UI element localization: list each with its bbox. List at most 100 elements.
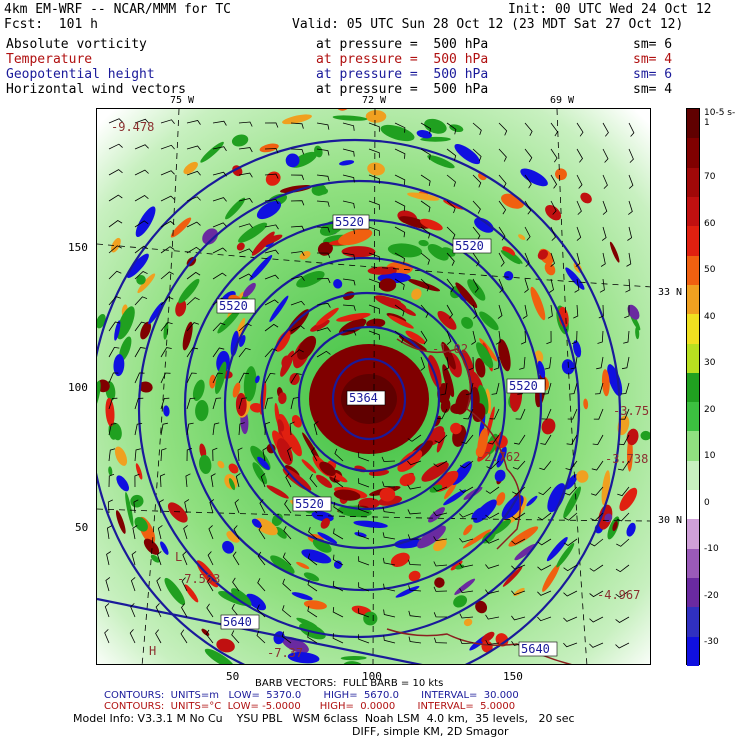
colorbar-label: 0 [704, 497, 710, 508]
wind-barb [433, 612, 448, 618]
wind-barb [358, 504, 370, 514]
vorticity-blob [496, 446, 507, 468]
wind-barb [290, 200, 305, 206]
vorticity-blob [285, 153, 300, 168]
vorticity-blob [481, 640, 493, 653]
colorbar-segment [687, 431, 699, 462]
height-contour [223, 256, 507, 550]
wind-barb [537, 538, 552, 546]
vorticity-blob [619, 487, 638, 512]
height-label: 5640 [521, 642, 550, 656]
vorticity-blob [118, 336, 132, 362]
vorticity-blob [450, 403, 464, 415]
field-smoothing: sm= 6 [633, 37, 673, 52]
colorbar-label: 10 [704, 451, 716, 461]
grid-line [372, 109, 376, 664]
wind-barb [157, 525, 163, 540]
wind-barb [358, 452, 370, 462]
contour-label-box [518, 641, 558, 657]
wind-barb [290, 174, 305, 181]
wind-barb [289, 421, 295, 436]
vorticity-blob [363, 611, 378, 626]
wind-barb [186, 422, 194, 436]
wind-barb [615, 590, 630, 598]
colorbar-segment [687, 167, 699, 198]
vorticity-blob [434, 577, 445, 588]
vorticity-blob [114, 446, 128, 466]
wind-barb [134, 118, 149, 124]
vorticity-blob [217, 308, 241, 334]
wind-barb [264, 323, 279, 332]
wind-barb [358, 530, 370, 540]
wind-barb [159, 473, 166, 488]
vorticity-blob [537, 360, 546, 379]
vorticity-blob [134, 516, 148, 532]
field-name: Absolute vorticity [6, 37, 147, 52]
vorticity-blob [317, 532, 338, 544]
wind-barb [368, 252, 380, 262]
wind-barb [616, 538, 630, 547]
colorbar-segment [687, 607, 699, 638]
vorticity-blob [547, 483, 566, 513]
vorticity-blob [500, 250, 521, 265]
wind-barb [524, 278, 529, 293]
grid-line [97, 243, 650, 288]
vorticity-blob [216, 638, 235, 653]
vorticity-blob [143, 538, 160, 555]
wind-barb [550, 252, 555, 267]
vorticity-blob [397, 449, 423, 472]
vorticity-blob [199, 454, 212, 474]
wind-barb [602, 200, 608, 215]
vorticity-blob [472, 403, 486, 423]
wind-barb [537, 616, 552, 622]
temp-label: -7.37 [267, 646, 303, 660]
wind-barb [394, 200, 406, 212]
vorticity-blob [609, 241, 620, 263]
wind-barb [212, 146, 227, 152]
wind-barb [212, 422, 220, 436]
wind-barb [485, 589, 500, 595]
vorticity-blob [494, 469, 506, 482]
vorticity-blob [563, 486, 581, 519]
vorticity-blob [455, 564, 465, 570]
wind-barb [207, 551, 214, 566]
wind-barb [446, 122, 457, 135]
wind-barb [108, 143, 123, 150]
y-tick-label: 100 [68, 381, 88, 394]
colorbar-unit: 10-5 s-1 [704, 108, 736, 128]
wind-barb [576, 200, 582, 215]
wind-barb [316, 122, 330, 130]
vorticity-blob [502, 246, 516, 257]
vorticity-blob [520, 168, 548, 187]
vorticity-blob [449, 124, 464, 133]
wind-barb [590, 512, 604, 522]
temp-label: -7.553 [177, 572, 220, 586]
vorticity-blob [401, 307, 416, 316]
wind-barb [599, 278, 605, 293]
vorticity-blob [565, 267, 585, 290]
vorticity-blob [365, 110, 387, 123]
wind-barb [209, 499, 215, 514]
wind-barb [498, 200, 507, 215]
wind-barb [238, 198, 253, 203]
wind-barb [134, 271, 148, 280]
wind-barb [358, 608, 370, 618]
wind-barb [264, 372, 276, 384]
wind-barb [420, 304, 429, 318]
wind-barb [208, 525, 214, 540]
vorticity-blob [276, 438, 293, 466]
wind-barb [333, 528, 344, 540]
colorbar-segment [687, 255, 699, 286]
wind-barb [237, 447, 243, 462]
wind-barb [157, 551, 162, 566]
wind-barb [433, 586, 448, 592]
wind-barb [511, 564, 526, 570]
wind-barb [334, 448, 344, 462]
wind-barb [597, 330, 604, 344]
wind-barb [394, 278, 405, 290]
wind-barb [368, 148, 380, 158]
vorticity-blob [408, 570, 421, 582]
wind-barb [514, 434, 526, 445]
vorticity-blob [353, 520, 388, 528]
wind-barb [212, 397, 222, 410]
